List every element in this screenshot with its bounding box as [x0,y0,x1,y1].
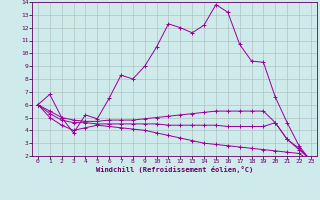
X-axis label: Windchill (Refroidissement éolien,°C): Windchill (Refroidissement éolien,°C) [96,166,253,173]
